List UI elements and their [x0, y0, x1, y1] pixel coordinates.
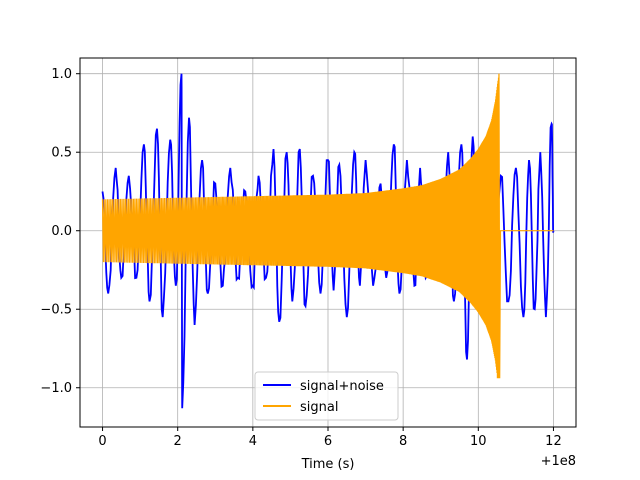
- series-signal-line: [101, 73, 554, 379]
- x-tick-label: 8: [399, 434, 407, 449]
- series-layer: [101, 73, 555, 409]
- legend-label-signal-noise: signal+noise: [300, 379, 384, 394]
- y-tick-label: 0.0: [51, 224, 72, 239]
- y-tick-label: 1.0: [51, 67, 72, 82]
- x-tick-label: 12: [545, 434, 562, 449]
- x-axis-label: Time (s): [301, 457, 355, 472]
- y-tick-label: 0.5: [51, 146, 72, 161]
- legend-label-signal: signal: [300, 400, 338, 415]
- legend: signal+noise signal: [254, 371, 399, 421]
- x-offset-label: +1e8: [541, 454, 576, 469]
- y-tick-label: −1.0: [40, 381, 72, 396]
- x-axis: 0 2 4 6 8 10 12: [98, 427, 562, 449]
- x-tick-label: 10: [470, 434, 487, 449]
- x-tick-label: 2: [174, 434, 182, 449]
- y-tick-label: −0.5: [40, 303, 72, 318]
- y-axis: 1.0 0.5 0.0 −0.5 −1.0: [40, 67, 80, 396]
- x-tick-label: 4: [249, 434, 257, 449]
- x-tick-label: 6: [324, 434, 332, 449]
- x-tick-label: 0: [98, 434, 106, 449]
